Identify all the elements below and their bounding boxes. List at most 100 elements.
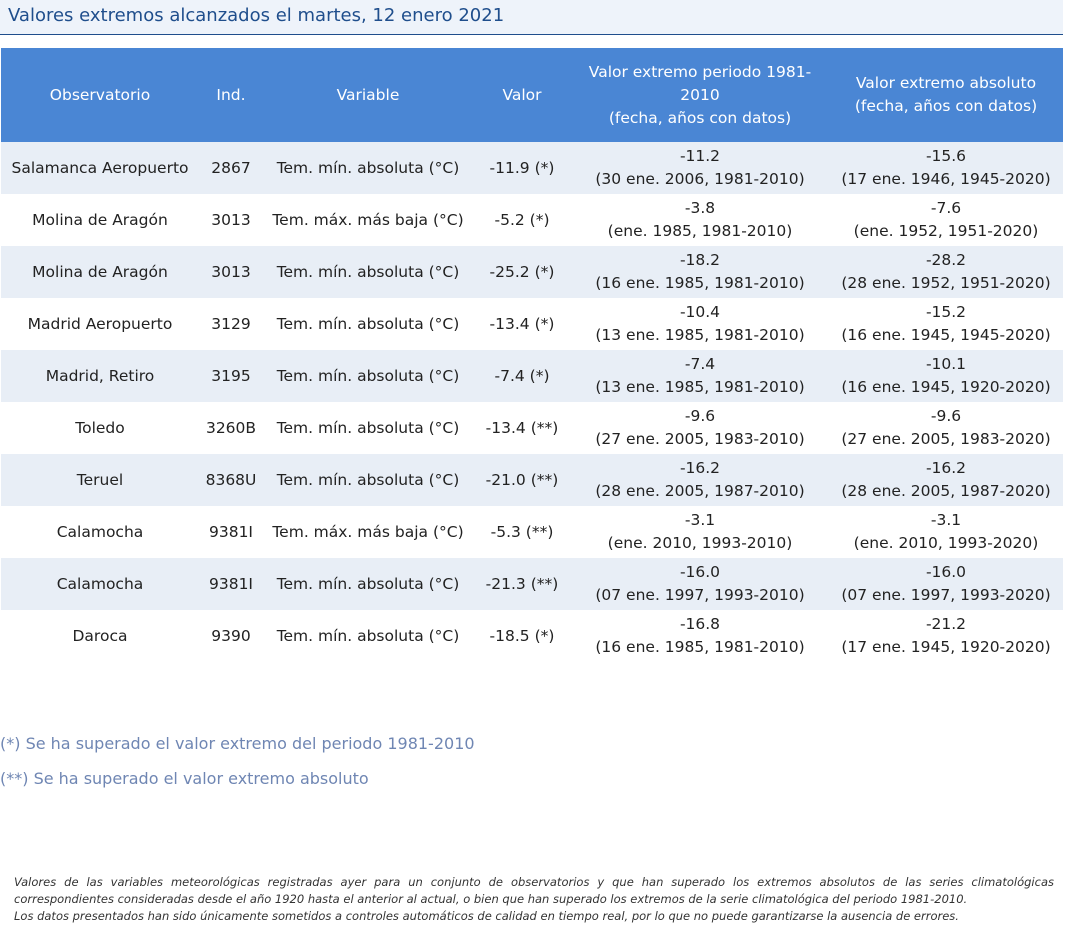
cell-periodo: -10.4 (13 ene. 1985, 1981-2010) xyxy=(571,298,829,350)
cell-variable-text: Tem. máx. más baja (°C) xyxy=(272,522,464,541)
cell-absoluto-text: (16 ene. 1945, 1920-2020) xyxy=(841,378,1051,396)
cell-variable-text: Tem. máx. más baja (°C) xyxy=(272,210,464,229)
cell-variable-text: Tem. mín. absoluta (°C) xyxy=(276,574,460,593)
cell-ind-text: 3013 xyxy=(211,210,251,229)
title-bar: Valores extremos alcanzados el martes, 1… xyxy=(0,0,1063,35)
cell-valor-text: -25.2 (*) xyxy=(489,262,555,281)
cell-valor: -5.2 (*) xyxy=(473,194,571,246)
header-observatorio: Observatorio xyxy=(1,48,199,142)
cell-observatorio-text: Molina de Aragón xyxy=(32,210,168,229)
footer-disclaimer: Valores de las variables meteorológicas … xyxy=(14,874,1054,925)
cell-observatorio: Daroca xyxy=(1,610,199,662)
cell-valor: -13.4 (**) xyxy=(473,402,571,454)
cell-periodo-text: (16 ene. 1985, 1981-2010) xyxy=(595,274,805,292)
cell-absoluto: -28.2 (28 ene. 1952, 1951-2020) xyxy=(829,246,1063,298)
cell-valor-text: -7.4 (*) xyxy=(494,366,550,385)
cell-periodo: -16.2 (28 ene. 2005, 1987-2010) xyxy=(571,454,829,506)
cell-periodo-text: -10.4 xyxy=(679,303,721,321)
cell-periodo-text: -16.2 xyxy=(679,459,721,477)
header-valor-extremo-periodo: Valor extremo periodo 1981-2010 (fecha, … xyxy=(571,48,829,142)
cell-valor-text: -13.4 (**) xyxy=(485,418,559,437)
cell-periodo: -11.2 (30 ene. 2006, 1981-2010) xyxy=(571,142,829,194)
note-double-asterisk: (**) Se ha superado el valor extremo abs… xyxy=(0,769,369,788)
cell-variable: Tem. máx. más baja (°C) xyxy=(263,194,473,246)
cell-ind: 9381I xyxy=(199,506,263,558)
cell-absoluto-text: (28 ene. 2005, 1987-2020) xyxy=(841,482,1051,500)
cell-ind: 3195 xyxy=(199,350,263,402)
table-row: Teruel 8368U Tem. mín. absoluta (°C) -21.0 … xyxy=(1,454,1063,506)
cell-ind-text: 3260B xyxy=(205,418,257,437)
cell-periodo-text: (28 ene. 2005, 1987-2010) xyxy=(595,482,805,500)
table-row: Molina de Aragón 3013 Tem. máx. más baja (… xyxy=(1,194,1063,246)
cell-absoluto-text: (ene. 2010, 1993-2020) xyxy=(853,534,1039,552)
cell-observatorio: Madrid, Retiro xyxy=(1,350,199,402)
table-body: Salamanca Aeropuerto 2867 Tem. mín. absolu… xyxy=(1,142,1063,662)
cell-variable: Tem. mín. absoluta (°C) xyxy=(263,610,473,662)
cell-periodo: -7.4 (13 ene. 1985, 1981-2010) xyxy=(571,350,829,402)
cell-ind-text: 3013 xyxy=(211,262,251,281)
cell-periodo-text: -9.6 xyxy=(684,407,716,425)
cell-periodo-text: -3.1 xyxy=(684,511,716,529)
header-variable: Variable xyxy=(263,48,473,142)
cell-absoluto-text: -28.2 xyxy=(925,251,967,269)
cell-absoluto-text: -21.2 xyxy=(925,615,967,633)
cell-variable-text: Tem. mín. absoluta (°C) xyxy=(276,470,460,489)
cell-periodo-text: (30 ene. 2006, 1981-2010) xyxy=(595,170,805,188)
cell-ind: 3260B xyxy=(199,402,263,454)
cell-periodo-text: -16.0 xyxy=(679,563,721,581)
cell-periodo-text: -16.8 xyxy=(679,615,721,633)
cell-variable-text: Tem. mín. absoluta (°C) xyxy=(276,366,460,385)
cell-absoluto-text: -7.6 xyxy=(930,199,962,217)
cell-periodo: -9.6 (27 ene. 2005, 1983-2010) xyxy=(571,402,829,454)
table-row: Toledo 3260B Tem. mín. absoluta (°C) -13.4 … xyxy=(1,402,1063,454)
cell-variable-text: Tem. mín. absoluta (°C) xyxy=(276,262,460,281)
cell-observatorio: Toledo xyxy=(1,402,199,454)
cell-ind: 3013 xyxy=(199,246,263,298)
cell-ind: 3013 xyxy=(199,194,263,246)
page-title: Valores extremos alcanzados el martes, 1… xyxy=(8,5,505,26)
cell-absoluto: -3.1 (ene. 2010, 1993-2020) xyxy=(829,506,1063,558)
cell-periodo-text: (ene. 1985, 1981-2010) xyxy=(607,222,793,240)
cell-absoluto-text: -3.1 xyxy=(930,511,962,529)
cell-valor: -7.4 (*) xyxy=(473,350,571,402)
cell-absoluto-text: -15.2 xyxy=(925,303,967,321)
cell-valor-text: -5.3 (**) xyxy=(490,522,554,541)
table-row: Daroca 9390 Tem. mín. absoluta (°C) -18.5 (… xyxy=(1,610,1063,662)
cell-absoluto: -9.6 (27 ene. 2005, 1983-2020) xyxy=(829,402,1063,454)
table-row: Madrid, Retiro 3195 Tem. mín. absoluta (°C… xyxy=(1,350,1063,402)
cell-ind-text: 9381I xyxy=(208,574,254,593)
cell-ind: 9381I xyxy=(199,558,263,610)
cell-ind: 2867 xyxy=(199,142,263,194)
cell-observatorio: Molina de Aragón xyxy=(1,246,199,298)
cell-periodo-text: (ene. 2010, 1993-2010) xyxy=(607,534,793,552)
table-row: Calamocha 9381I Tem. máx. más baja (°C) -5.… xyxy=(1,506,1063,558)
footer-paragraph: Los datos presentados han sido únicament… xyxy=(14,909,959,923)
cell-valor: -13.4 (*) xyxy=(473,298,571,350)
cell-valor: -11.9 (*) xyxy=(473,142,571,194)
table-header-row: Observatorio Ind. Variable Valor Valor e… xyxy=(1,48,1063,142)
cell-absoluto: -15.6 (17 ene. 1946, 1945-2020) xyxy=(829,142,1063,194)
cell-periodo: -18.2 (16 ene. 1985, 1981-2010) xyxy=(571,246,829,298)
cell-absoluto-text: (17 ene. 1945, 1920-2020) xyxy=(841,638,1051,656)
cell-periodo-text: -3.8 xyxy=(684,199,716,217)
cell-periodo-text: (13 ene. 1985, 1981-2010) xyxy=(595,378,805,396)
cell-observatorio-text: Salamanca Aeropuerto xyxy=(11,158,189,177)
cell-observatorio: Madrid Aeropuerto xyxy=(1,298,199,350)
cell-observatorio-text: Teruel xyxy=(76,470,124,489)
cell-observatorio-text: Calamocha xyxy=(56,574,144,593)
cell-absoluto: -7.6 (ene. 1952, 1951-2020) xyxy=(829,194,1063,246)
cell-variable-text: Tem. mín. absoluta (°C) xyxy=(276,158,460,177)
cell-valor-text: -13.4 (*) xyxy=(489,314,555,333)
cell-absoluto-text: (ene. 1952, 1951-2020) xyxy=(853,222,1039,240)
table-row: Calamocha 9381I Tem. mín. absoluta (°C) -21… xyxy=(1,558,1063,610)
note-asterisk: (*) Se ha superado el valor extremo del … xyxy=(0,734,475,753)
cell-observatorio-text: Madrid Aeropuerto xyxy=(27,314,173,333)
cell-absoluto-text: (28 ene. 1952, 1951-2020) xyxy=(841,274,1051,292)
cell-absoluto-text: (16 ene. 1945, 1945-2020) xyxy=(841,326,1051,344)
extremes-table: Observatorio Ind. Variable Valor Valor e… xyxy=(1,48,1063,662)
cell-observatorio: Salamanca Aeropuerto xyxy=(1,142,199,194)
cell-valor: -18.5 (*) xyxy=(473,610,571,662)
cell-valor-text: -5.2 (*) xyxy=(494,210,550,229)
header-ind: Ind. xyxy=(199,48,263,142)
cell-observatorio-text: Molina de Aragón xyxy=(32,262,168,281)
